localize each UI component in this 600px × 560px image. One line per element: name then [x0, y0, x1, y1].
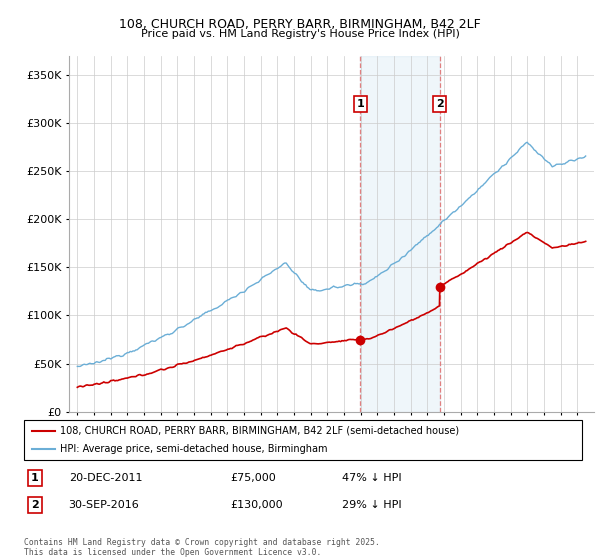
Text: Contains HM Land Registry data © Crown copyright and database right 2025.
This d: Contains HM Land Registry data © Crown c… [24, 538, 380, 557]
Text: £75,000: £75,000 [230, 473, 276, 483]
Text: 2: 2 [436, 99, 444, 109]
Text: 29% ↓ HPI: 29% ↓ HPI [342, 500, 401, 510]
Text: 108, CHURCH ROAD, PERRY BARR, BIRMINGHAM, B42 2LF: 108, CHURCH ROAD, PERRY BARR, BIRMINGHAM… [119, 18, 481, 31]
Bar [360, 56, 440, 412]
Text: 108, CHURCH ROAD, PERRY BARR, BIRMINGHAM, B42 2LF (semi-detached house): 108, CHURCH ROAD, PERRY BARR, BIRMINGHAM… [60, 426, 460, 436]
Text: 20-DEC-2011: 20-DEC-2011 [68, 473, 142, 483]
Text: Price paid vs. HM Land Registry's House Price Index (HPI): Price paid vs. HM Land Registry's House … [140, 29, 460, 39]
Text: 30-SEP-2016: 30-SEP-2016 [68, 500, 139, 510]
Text: 1: 1 [356, 99, 364, 109]
Text: £130,000: £130,000 [230, 500, 283, 510]
Text: 2: 2 [31, 500, 38, 510]
Text: 1: 1 [31, 473, 38, 483]
Text: 47% ↓ HPI: 47% ↓ HPI [342, 473, 401, 483]
Text: HPI: Average price, semi-detached house, Birmingham: HPI: Average price, semi-detached house,… [60, 445, 328, 454]
